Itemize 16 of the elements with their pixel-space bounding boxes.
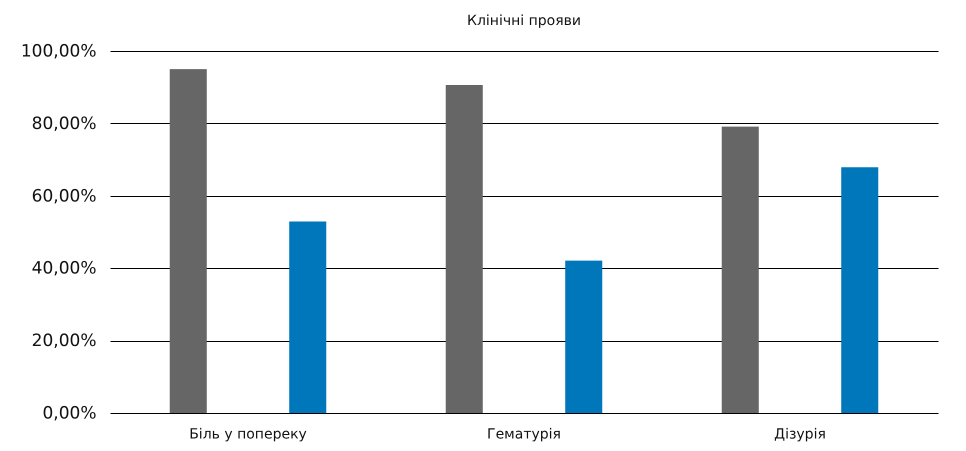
x-tick-label: Біль у попереку <box>189 426 307 442</box>
y-tick-label: 40,00% <box>32 258 96 279</box>
y-tick-label: 80,00% <box>32 114 96 134</box>
x-tick-label: Гематурія <box>487 426 561 442</box>
y-tick-label: 60,00% <box>32 186 96 206</box>
bar <box>841 167 878 413</box>
x-tick-label: Дізурія <box>774 426 826 442</box>
bar <box>565 260 602 413</box>
bar <box>170 69 207 413</box>
y-tick-label: 0,00% <box>42 404 96 424</box>
bar <box>722 126 759 413</box>
bar <box>446 85 483 413</box>
y-tick-label: 100,00% <box>20 42 96 62</box>
bar <box>289 222 326 413</box>
y-tick-label: 20,00% <box>32 331 96 352</box>
chart-title: Клінічні прояви <box>467 13 581 29</box>
